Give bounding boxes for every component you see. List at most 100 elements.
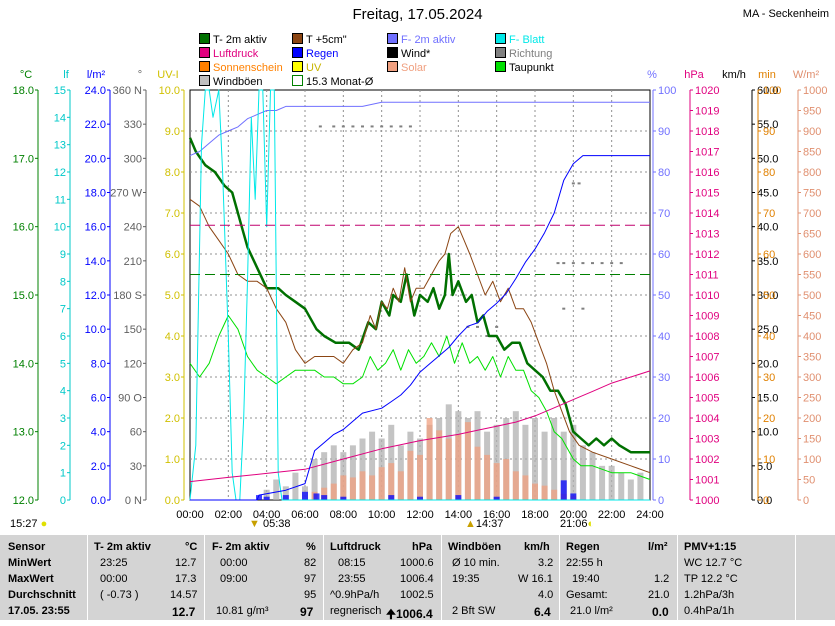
legend-swatch bbox=[199, 33, 210, 44]
axis-label-solar_wm2: 850 bbox=[803, 147, 821, 159]
wind-direction-point bbox=[380, 125, 384, 128]
hum-current-value: 97 bbox=[300, 605, 314, 619]
legend-label: T +5cm" bbox=[306, 34, 347, 46]
axis-label-humidity_pct: 20 bbox=[658, 413, 670, 425]
axis-label-pressure_hpa: 1016 bbox=[695, 167, 719, 179]
bar-solar bbox=[407, 450, 414, 500]
axis-label-rain_l_m2: 16.0 bbox=[85, 222, 106, 234]
col-rain-header: Regen bbox=[566, 541, 600, 553]
axis-label-wind_kmh: 10.0 bbox=[757, 427, 778, 439]
bar-windb-en bbox=[589, 452, 596, 500]
bar-solar bbox=[388, 463, 395, 500]
axis-label-pressure_hpa: 1019 bbox=[695, 106, 719, 118]
axis-label-leaf_wetness: 7 bbox=[60, 304, 66, 316]
bar-windb-en bbox=[321, 452, 328, 500]
bar-windb-en bbox=[637, 472, 644, 500]
x-tick-label: 10:00 bbox=[368, 509, 396, 521]
axis-label-pressure_hpa: 1005 bbox=[695, 393, 719, 405]
rain-day-total: 21.0 l/m² bbox=[570, 605, 613, 617]
axis-label-pressure_hpa: 1012 bbox=[695, 249, 719, 261]
axis-label-direction_deg: 90 O bbox=[118, 393, 142, 405]
axis-label-pressure_hpa: 1017 bbox=[695, 147, 719, 159]
axis-label-wind_kmh: 5.0 bbox=[757, 461, 772, 473]
legend-label: Richtung bbox=[509, 48, 553, 60]
hum-max-time: 09:00 bbox=[220, 573, 248, 585]
axis-unit-leaf_wetness: lf bbox=[63, 69, 69, 81]
bar-solar bbox=[464, 422, 471, 500]
wind-direction-point bbox=[581, 307, 585, 310]
axis-label-direction_deg: 300 bbox=[124, 153, 142, 165]
bar-windb-en bbox=[532, 418, 538, 500]
axis-label-solar_wm2: 750 bbox=[803, 188, 821, 200]
summary-table: Sensor MinWert MaxWert Durchschnitt 17.0… bbox=[0, 535, 835, 621]
bar-windb-en bbox=[311, 459, 318, 500]
axis-label-solar_wm2: 950 bbox=[803, 106, 821, 118]
axis-label-pressure_hpa: 1018 bbox=[695, 126, 719, 138]
axis-label-solar_wm2: 900 bbox=[803, 126, 821, 138]
axis-unit-pressure_hpa: hPa bbox=[684, 69, 704, 81]
legend-item: Wind* bbox=[387, 47, 430, 60]
x-tick-label: 20:00 bbox=[560, 509, 588, 521]
x-tick-label: 08:00 bbox=[330, 509, 358, 521]
legend-label: T- 2m aktiv bbox=[213, 34, 267, 46]
axis-label-direction_deg: 30 bbox=[130, 461, 142, 473]
wind-beaufort: 2 Bft SW bbox=[452, 605, 496, 617]
axis-label-leaf_wetness: 2 bbox=[60, 440, 66, 452]
axis-label-pressure_hpa: 1014 bbox=[695, 208, 719, 220]
col-pressure-unit: hPa bbox=[412, 541, 433, 553]
legend-swatch bbox=[292, 47, 303, 58]
axis-label-pressure_hpa: 1001 bbox=[695, 475, 719, 487]
axis-label-wind_kmh: 35.0 bbox=[757, 256, 778, 268]
legend-label: Windböen bbox=[213, 76, 263, 88]
axis-label-rain_l_m2: 0.0 bbox=[91, 495, 106, 507]
bar-regen-intensit-t bbox=[417, 496, 423, 500]
legend-item: T +5cm" bbox=[292, 33, 347, 46]
bar-regen-intensit-t bbox=[302, 491, 308, 500]
axis-label-uv_index: 4.0 bbox=[165, 331, 180, 343]
col-temp-unit: °C bbox=[185, 541, 198, 553]
x-tick-label: 00:00 bbox=[176, 509, 204, 521]
row-min-label: MinWert bbox=[8, 557, 52, 569]
axis-label-leaf_wetness: 1 bbox=[60, 468, 66, 480]
bar-windb-en bbox=[618, 472, 625, 500]
hum-avg-value: 95 bbox=[304, 589, 317, 601]
bar-windb-en bbox=[599, 465, 606, 500]
noon-marker: ▲14:37 bbox=[465, 518, 504, 530]
wind-direction-point bbox=[581, 262, 585, 265]
legend-label: F- Blatt bbox=[509, 34, 545, 46]
temp-trend: ( -0.73 ) bbox=[100, 589, 139, 601]
axis-label-sun_min: 90 bbox=[763, 126, 775, 138]
axis-label-wind_kmh: 25.0 bbox=[757, 324, 778, 336]
axis-label-leaf_wetness: 11 bbox=[55, 194, 66, 206]
bar-solar bbox=[541, 485, 548, 500]
x-tick-label: 02:00 bbox=[215, 509, 243, 521]
series-t-5cm- bbox=[189, 198, 651, 474]
legend-swatch bbox=[495, 61, 506, 72]
wind-max-time: 19:35 bbox=[452, 573, 480, 585]
axis-label-pressure_hpa: 1000 bbox=[695, 495, 719, 507]
axis-label-direction_deg: 360 N bbox=[113, 85, 142, 97]
axis-label-sun_min: 30 bbox=[763, 372, 775, 384]
legend-label: Solar bbox=[401, 62, 427, 74]
x-tick-label: 14:00 bbox=[445, 509, 473, 521]
axis-label-leaf_wetness: 5 bbox=[60, 358, 66, 370]
axis-label-wind_kmh: 30.0 bbox=[757, 290, 778, 302]
legend-label: Sonnenschein bbox=[213, 62, 283, 74]
axis-label-humidity_pct: 100 bbox=[658, 85, 676, 97]
axis-label-humidity_pct: 30 bbox=[658, 372, 670, 384]
axis-label-temp_c: 16.0 bbox=[13, 222, 34, 234]
axis-label-rain_l_m2: 10.0 bbox=[85, 324, 106, 336]
axis-unit-direction_deg: ° bbox=[138, 69, 142, 81]
wind-avg-label: Ø 10 min. bbox=[452, 557, 500, 569]
bar-windb-en bbox=[541, 431, 548, 500]
bar-windb-en bbox=[369, 431, 376, 500]
legend-item: Richtung bbox=[495, 47, 552, 60]
wind-direction-point bbox=[318, 125, 322, 128]
axis-label-rain_l_m2: 2.0 bbox=[91, 461, 106, 473]
bar-solar bbox=[369, 475, 376, 500]
axis-label-solar_wm2: 300 bbox=[803, 372, 821, 384]
legend-item: T- 2m aktiv bbox=[199, 33, 267, 46]
bar-windb-en bbox=[551, 418, 558, 500]
sunset-marker: 21:06◐ bbox=[560, 518, 595, 530]
legend-item: Taupunkt bbox=[495, 61, 554, 74]
